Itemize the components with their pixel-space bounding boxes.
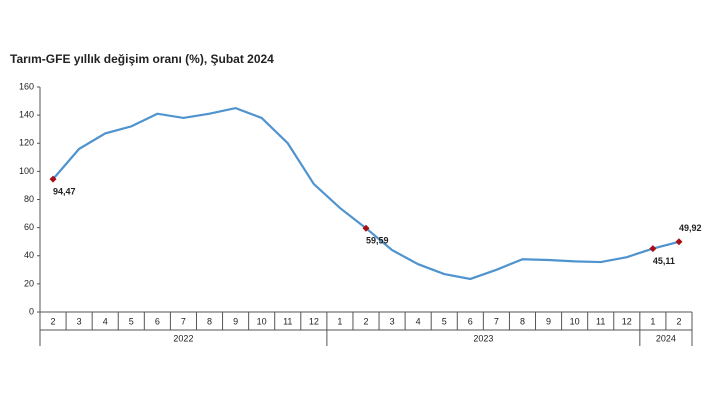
x-tick-label: 11 xyxy=(283,316,292,326)
y-tick-label: 120 xyxy=(19,138,34,148)
value-label: 59,59 xyxy=(366,236,389,246)
x-tick-label: 10 xyxy=(257,316,267,326)
value-label: 94,47 xyxy=(53,187,76,197)
x-tick-label: 6 xyxy=(155,316,160,326)
x-tick-label: 12 xyxy=(622,316,632,326)
y-tick-label: 0 xyxy=(29,306,34,316)
line xyxy=(52,106,680,281)
y-tick-label: 140 xyxy=(19,110,34,120)
marker xyxy=(675,238,683,246)
y-tick-label: 80 xyxy=(24,194,34,204)
marker xyxy=(649,245,657,253)
x-tick-label: 7 xyxy=(494,316,499,326)
x-tick-label: 2 xyxy=(51,316,56,326)
x-tick-label: 3 xyxy=(77,316,82,326)
value-label: 45,11 xyxy=(653,256,675,266)
x-tick-label: 5 xyxy=(442,316,447,326)
y-tick-label: 100 xyxy=(19,166,34,176)
y-tick-label: 160 xyxy=(19,81,34,91)
x-tick-label: 1 xyxy=(650,316,655,326)
x-tick-label: 9 xyxy=(546,316,551,326)
x-tick-label: 2 xyxy=(363,316,368,326)
x-tick-label: 11 xyxy=(596,316,605,326)
x-tick-label: 5 xyxy=(129,316,134,326)
x-tick-label: 4 xyxy=(103,316,108,326)
x-tick-label: 6 xyxy=(468,316,473,326)
x-tick-label: 8 xyxy=(520,316,525,326)
year-label: 2023 xyxy=(473,333,493,343)
year-label: 2022 xyxy=(173,333,193,343)
x-tick-label: 2 xyxy=(676,316,681,326)
y-tick-label: 40 xyxy=(24,250,34,260)
marker xyxy=(362,224,370,232)
x-tick-label: 9 xyxy=(233,316,238,326)
marker xyxy=(49,175,57,183)
year-label: 2024 xyxy=(656,333,676,343)
x-tick-label: 1 xyxy=(337,316,342,326)
y-tick-label: 60 xyxy=(24,222,34,232)
x-tick-label: 8 xyxy=(207,316,212,326)
x-tick-label: 3 xyxy=(390,316,395,326)
value-label: 49,92 xyxy=(679,223,702,233)
y-tick-label: 20 xyxy=(24,278,34,288)
x-tick-label: 12 xyxy=(309,316,319,326)
x-tick-label: 7 xyxy=(181,316,186,326)
x-tick-label: 4 xyxy=(416,316,421,326)
chart-title: Tarım-GFE yıllık değişim oranı (%), Şuba… xyxy=(10,52,274,66)
x-tick-label: 10 xyxy=(570,316,580,326)
